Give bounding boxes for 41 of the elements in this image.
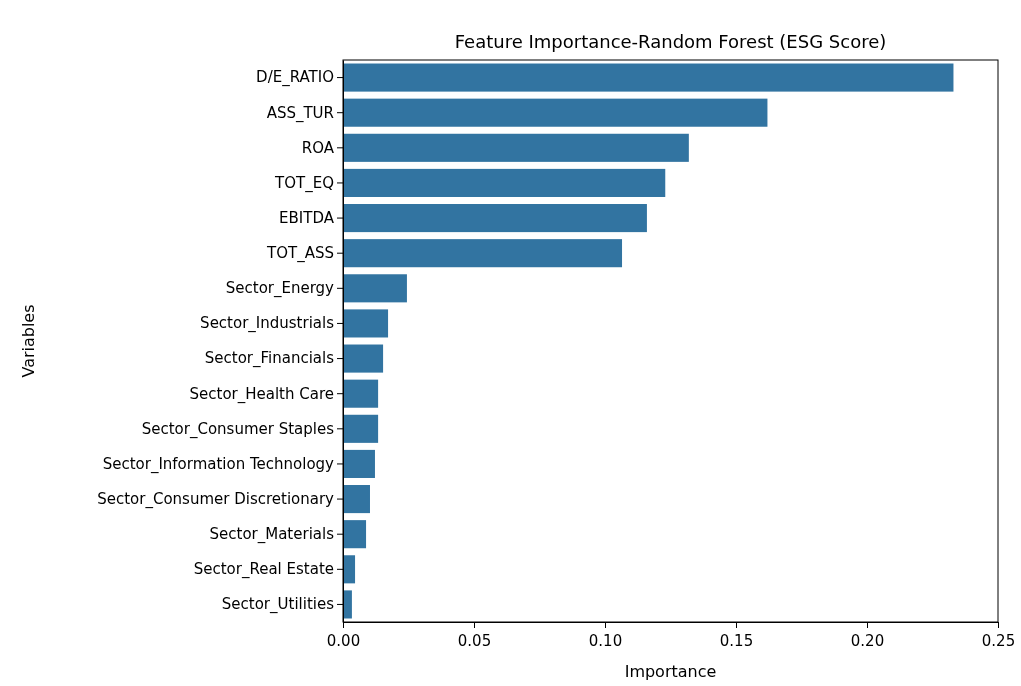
y-tick-label: ASS_TUR: [266, 103, 334, 123]
bar: [343, 379, 379, 408]
y-tick-label: Sector_Health Care: [189, 384, 334, 404]
y-tick-label: Sector_Consumer Discretionary: [97, 489, 335, 509]
bar: [343, 204, 647, 233]
y-tick-label: TOT_EQ: [274, 173, 334, 193]
chart-title: Feature Importance-Random Forest (ESG Score): [454, 31, 887, 52]
y-tick-label: Sector_Information Technology: [102, 454, 335, 474]
y-tick-label: Sector_Utilities: [221, 595, 335, 615]
bar: [343, 344, 384, 373]
x-tick-label: 0.15: [719, 632, 754, 650]
y-axis-title: Variables: [19, 304, 38, 378]
bar: [343, 239, 623, 268]
y-tick-label: EBITDA: [279, 208, 335, 227]
y-tick-label: Sector_Consumer Staples: [141, 419, 335, 439]
bar: [343, 274, 407, 303]
bar: [343, 520, 367, 549]
bar: [343, 63, 954, 92]
x-tick-label: 0.25: [981, 632, 1016, 650]
bar: [343, 485, 370, 514]
y-tick-label: Sector_Materials: [209, 524, 335, 544]
bar: [343, 555, 356, 584]
bar: [343, 133, 689, 162]
bar: [343, 168, 666, 197]
bar: [343, 414, 379, 443]
bar: [343, 98, 768, 127]
y-tick-label: TOT_ASS: [266, 243, 334, 263]
bar: [343, 449, 375, 478]
y-tick-label: Sector_Industrials: [200, 314, 335, 334]
x-axis-title: Importance: [624, 662, 717, 681]
x-tick-label: 0.20: [850, 632, 885, 650]
y-tick-label: Sector_Real Estate: [193, 560, 334, 580]
y-tick-label: D/E_RATIO: [256, 68, 334, 88]
x-tick-label: 0.10: [588, 632, 623, 650]
bar: [343, 590, 352, 619]
x-tick-label: 0.05: [457, 632, 492, 650]
bar: [343, 309, 389, 338]
y-tick-label: Sector_Energy: [225, 279, 335, 299]
y-tick-label: Sector_Financials: [204, 349, 335, 369]
x-tick-label: 0.00: [326, 632, 361, 650]
y-tick-label: ROA: [301, 138, 335, 157]
